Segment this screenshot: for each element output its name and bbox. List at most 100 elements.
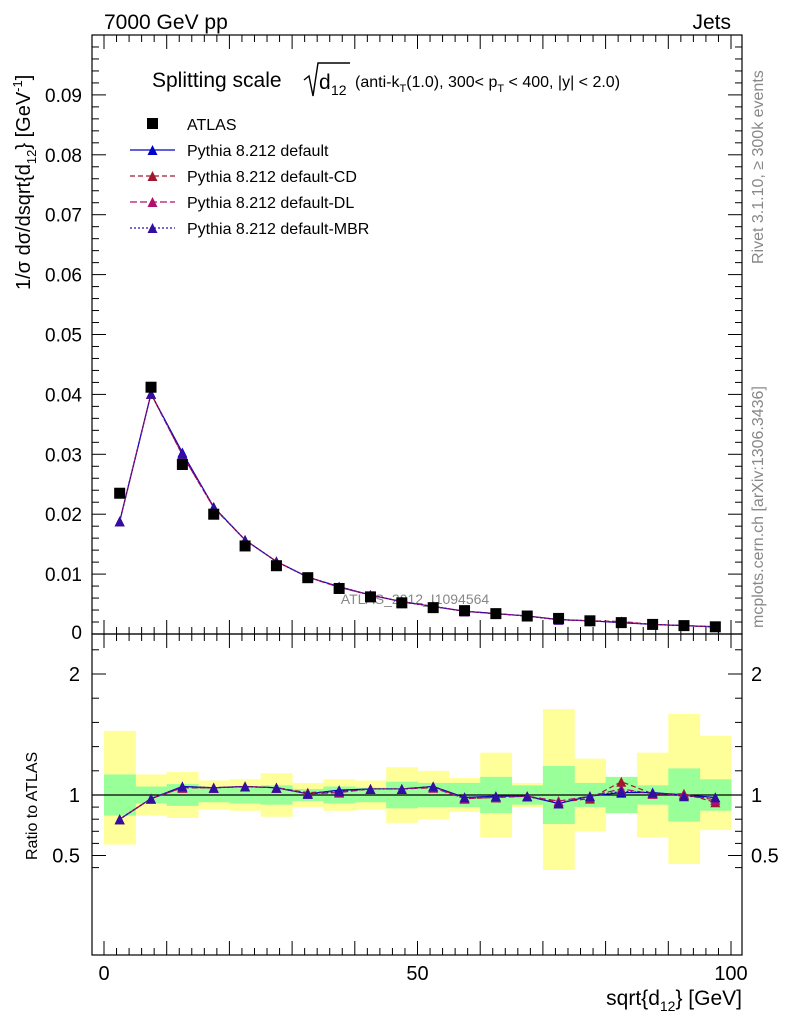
header-left: 7000 GeV pp [104, 11, 228, 34]
ratio-y-tick-label-left: 2 [69, 664, 80, 686]
title-rest: (anti-kT(1.0), 300< pT < 400, |y| < 2.0) [355, 74, 620, 95]
ratio-point-mbr [240, 781, 251, 792]
point-atlas [584, 615, 596, 627]
ratio-y-tick-label-right: 1 [751, 785, 762, 807]
ratio-y-tick-label-left: 0.5 [52, 846, 80, 868]
main-axis-ticks: 0.01 0.02 0.03 0.04 0.05 0.06 0.07 0.08 0.09 0 [45, 34, 742, 644]
point-atlas [396, 597, 408, 609]
point-mbr [177, 448, 188, 459]
ratio-point-mbr [146, 793, 157, 804]
ratio-point-mbr [616, 786, 627, 797]
legend-item-mbr: Pythia 8.212 default-MBR [130, 221, 369, 238]
y-tick-label: 0.09 [45, 86, 82, 107]
main-y-axis-label: 1/σ dσ/dsqrt{d12} [GeV-1] [10, 75, 39, 290]
ratio-y-tick-label-left: 1 [69, 785, 80, 807]
point-atlas [364, 591, 376, 603]
point-atlas [427, 602, 439, 614]
x-tick-label: 0 [98, 963, 109, 985]
title-sub: 12 [331, 82, 347, 98]
y-tick-label: 0.08 [45, 146, 82, 167]
y-tick-label: 0.02 [45, 505, 82, 526]
legend-label-atlas: ATLAS [187, 117, 237, 134]
point-atlas [208, 508, 220, 520]
ratio-point-mbr [584, 791, 595, 802]
point-atlas [678, 620, 690, 632]
y-tick-label: 0.07 [45, 206, 82, 227]
watermark-group: ATLAS_2012_I1094564 [341, 591, 490, 607]
legend-item-cd: Pythia 8.212 default-CD [130, 169, 357, 186]
ratio-point-mbr [647, 787, 658, 798]
ratio-point-mbr [490, 791, 501, 802]
legend-marker-square [147, 118, 158, 129]
ratio-y-tick-label-right: 2 [751, 664, 762, 686]
title-d: d [319, 71, 331, 94]
ratio-point-mbr [553, 798, 564, 809]
legend: ATLAS Pythia 8.212 default Pythia 8.212 … [130, 117, 369, 238]
ratio-point-mbr [710, 792, 721, 803]
watermark: ATLAS_2012_I1094564 [341, 591, 490, 607]
rivet-label: Rivet 3.1.10, ≥ 300k events [750, 70, 767, 264]
legend-marker-triangle [147, 223, 158, 233]
point-atlas [647, 618, 659, 630]
point-atlas [709, 621, 721, 633]
chart-title: Splitting scale d 12 (anti-kT(1.0), 300<… [152, 62, 620, 98]
point-atlas [239, 540, 251, 552]
point-atlas [114, 487, 126, 499]
legend-marker-triangle [147, 145, 158, 155]
point-atlas [333, 582, 345, 594]
point-atlas [459, 605, 471, 617]
y-tick-label: 0.04 [45, 385, 82, 406]
ratio-point-mbr [271, 782, 282, 793]
ratio-line-cd [119, 781, 716, 820]
legend-marker-triangle [147, 197, 158, 207]
ratio-line-dl [119, 785, 716, 820]
x-axis-label: sqrt{d12} [GeV] [606, 987, 742, 1014]
ratio-point-cd [616, 776, 627, 787]
y-tick-label: 0.05 [45, 326, 82, 347]
legend-item-dl: Pythia 8.212 default-DL [130, 195, 354, 212]
y-tick-label: 0.06 [45, 266, 82, 287]
ratio-point-mbr [334, 786, 345, 797]
sqrt-symbol-icon [303, 62, 350, 97]
mcplots-label: mcplots.cern.ch [arXiv:1306.3436] [750, 386, 767, 628]
legend-label-default: Pythia 8.212 default [187, 143, 329, 160]
main-series-group [114, 381, 721, 633]
point-atlas [270, 560, 282, 572]
point-atlas [615, 617, 627, 629]
legend-label-dl: Pythia 8.212 default-DL [187, 195, 354, 212]
point-mbr [146, 388, 157, 399]
point-atlas [145, 381, 157, 393]
ratio-point-mbr [177, 781, 188, 792]
ratio-axis-ticks: 0.5 0.5 1 1 2 2 0 50 100 [52, 634, 779, 985]
ratio-point-mbr [302, 788, 313, 799]
ratio-point-mbr [208, 782, 219, 793]
point-atlas [553, 612, 565, 624]
point-atlas [521, 610, 533, 622]
point-mbr [114, 516, 125, 527]
ratio-line-mbr [119, 785, 716, 820]
ratio-series-group [114, 776, 721, 825]
legend-marker-triangle [147, 171, 158, 181]
ratio-point-mbr [396, 783, 407, 794]
main-panel: 0.01 0.02 0.03 0.04 0.05 0.06 0.07 0.08 0.09 0 AT… [10, 34, 743, 644]
ratio-y-axis-label: Ratio to ATLAS [24, 752, 41, 860]
legend-item-default: Pythia 8.212 default [130, 143, 329, 160]
legend-label-mbr: Pythia 8.212 default-MBR [187, 221, 369, 238]
x-tick-label: 100 [714, 963, 747, 985]
ratio-uncertainty-bands [104, 709, 732, 871]
point-atlas [302, 572, 314, 584]
ratio-point-mbr [114, 814, 125, 825]
ratio-panel: 0.5 0.5 1 1 2 2 0 50 100 Ratio to ATLAS sqrt{d12… [24, 633, 779, 1014]
point-atlas [490, 608, 502, 620]
y-tick-label: 0.03 [45, 445, 82, 466]
ratio-point-mbr [522, 791, 533, 802]
title-main: Splitting scale [152, 69, 282, 92]
ratio-point-mbr [459, 792, 470, 803]
ratio-point-mbr [678, 791, 689, 802]
x-tick-label: 50 [406, 963, 428, 985]
ratio-point-mbr [428, 781, 439, 792]
y-tick-label: 0.01 [45, 565, 82, 586]
point-atlas [176, 458, 188, 470]
ratio-frame [91, 633, 743, 956]
